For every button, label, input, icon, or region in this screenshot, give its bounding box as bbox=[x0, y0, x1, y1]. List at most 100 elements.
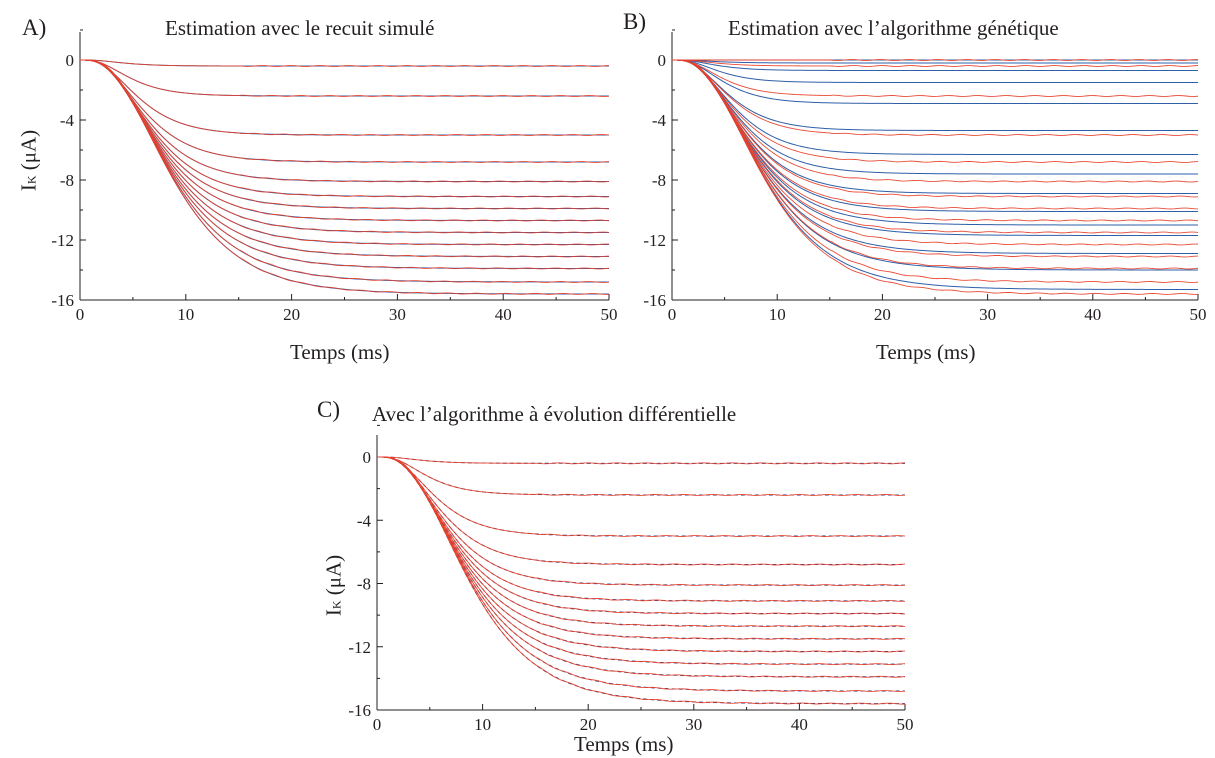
measured-curve bbox=[672, 59, 1199, 283]
panel-letter: A) bbox=[22, 15, 47, 40]
plot-area: 0-4-8-12-160 10 20 30 40 50 bbox=[348, 424, 914, 734]
measured-curve bbox=[672, 59, 1199, 97]
measured-curve bbox=[377, 456, 906, 587]
fit-curve bbox=[377, 456, 905, 665]
measured-curve bbox=[672, 59, 1199, 198]
measured-curve bbox=[672, 59, 1199, 210]
measured-curve bbox=[80, 59, 610, 67]
x-tick-label: 10 bbox=[769, 305, 786, 324]
fit-curve bbox=[672, 59, 1198, 194]
fit-series bbox=[672, 59, 1198, 290]
measured-curve bbox=[80, 59, 610, 136]
measured-curve bbox=[377, 456, 906, 705]
measured-curve bbox=[672, 59, 1199, 270]
measured-curve bbox=[377, 456, 906, 692]
x-tick-label: 40 bbox=[791, 715, 808, 734]
measured-curve bbox=[80, 59, 610, 222]
fit-curve bbox=[672, 59, 1198, 64]
measured-curve bbox=[377, 456, 906, 465]
fit-curve bbox=[80, 59, 609, 197]
measured-curve bbox=[377, 456, 906, 615]
fit-curve bbox=[80, 59, 609, 269]
measured-curve bbox=[80, 59, 610, 246]
measured-series bbox=[377, 456, 906, 705]
x-tick-label: 0 bbox=[76, 305, 85, 324]
measured-curve bbox=[672, 59, 1199, 222]
x-tick-label: 20 bbox=[874, 305, 891, 324]
measured-curve bbox=[80, 59, 610, 183]
measured-curve bbox=[80, 59, 610, 97]
measured-curve bbox=[672, 59, 1199, 163]
fit-curve bbox=[672, 59, 1198, 212]
measured-curve bbox=[377, 456, 906, 666]
panel-a: A) Estimation avec le recuit simulé IK (… bbox=[0, 0, 618, 370]
fit-curve bbox=[377, 456, 905, 602]
measured-curve bbox=[80, 59, 610, 210]
x-axis-label: Temps (ms) bbox=[876, 340, 976, 364]
measured-curve bbox=[672, 59, 1199, 183]
y-tick-label: 0 bbox=[363, 448, 372, 467]
fit-curve bbox=[377, 456, 905, 692]
x-tick-label: 40 bbox=[1084, 305, 1101, 324]
fit-curve bbox=[672, 59, 1198, 83]
fit-series bbox=[80, 59, 610, 295]
measured-curve bbox=[80, 59, 610, 283]
x-tick-label: 30 bbox=[685, 715, 702, 734]
measured-curve bbox=[672, 59, 1199, 67]
panel-c: C) Avec l’algorithme à évolution différe… bbox=[300, 380, 920, 758]
measured-curve bbox=[377, 456, 906, 653]
measured-series bbox=[80, 59, 610, 295]
chart-title: Avec l’algorithme à évolution différenti… bbox=[372, 402, 737, 426]
x-tick-label: 30 bbox=[979, 305, 996, 324]
plot-area: 0-4-8-12-160 10 20 30 40 50 bbox=[643, 29, 1207, 324]
panel-b: B) Estimation avec l’algorithme génétiqu… bbox=[600, 0, 1215, 370]
x-tick-label: 10 bbox=[177, 305, 194, 324]
fit-curve bbox=[80, 59, 609, 257]
measured-curve bbox=[672, 59, 1199, 234]
y-tick-label: -16 bbox=[348, 701, 371, 720]
y-tick-label: 0 bbox=[658, 51, 667, 70]
y-tick-label: 0 bbox=[66, 51, 75, 70]
x-tick-label: 30 bbox=[389, 305, 406, 324]
fit-curve bbox=[672, 59, 1198, 175]
y-tick-label: -16 bbox=[643, 291, 666, 310]
measured-curve bbox=[672, 59, 1199, 136]
measured-curve bbox=[377, 456, 906, 566]
fit-curve bbox=[672, 59, 1198, 104]
panel-letter: B) bbox=[623, 9, 646, 34]
fit-curve bbox=[672, 59, 1198, 131]
y-tick-label: -8 bbox=[652, 171, 666, 190]
measured-curve bbox=[672, 59, 1199, 258]
y-tick-label: -12 bbox=[643, 231, 666, 250]
y-tick-label: -8 bbox=[60, 171, 74, 190]
x-tick-label: 0 bbox=[668, 305, 677, 324]
measured-curve bbox=[672, 59, 1199, 246]
fit-curve bbox=[377, 456, 905, 537]
chart-title: Estimation avec l’algorithme génétique bbox=[728, 16, 1059, 40]
fit-curve bbox=[377, 456, 905, 586]
y-tick-label: -12 bbox=[51, 231, 74, 250]
measured-curve bbox=[80, 59, 610, 258]
x-tick-label: 50 bbox=[1190, 305, 1207, 324]
x-tick-label: 20 bbox=[580, 715, 597, 734]
y-tick-label: -4 bbox=[652, 111, 667, 130]
x-tick-label: 50 bbox=[897, 715, 914, 734]
fit-curve bbox=[80, 59, 609, 182]
fit-series bbox=[377, 456, 905, 705]
fit-curve bbox=[80, 59, 609, 136]
measured-curve bbox=[377, 456, 906, 602]
measured-curve bbox=[80, 59, 610, 270]
fit-curve bbox=[80, 59, 610, 295]
measured-curve bbox=[80, 59, 610, 198]
measured-curve bbox=[80, 59, 610, 234]
measured-curve bbox=[377, 456, 906, 537]
x-axis-label: Temps (ms) bbox=[290, 340, 390, 364]
fit-curve bbox=[672, 59, 1198, 226]
plot-area: 0-4-8-12-160 10 20 30 40 50 bbox=[51, 29, 618, 324]
measured-series bbox=[672, 59, 1199, 295]
fit-curve bbox=[672, 59, 1198, 155]
y-tick-label: -4 bbox=[60, 111, 75, 130]
x-tick-label: 20 bbox=[283, 305, 300, 324]
y-tick-label: -4 bbox=[357, 511, 372, 530]
measured-curve bbox=[377, 456, 906, 678]
